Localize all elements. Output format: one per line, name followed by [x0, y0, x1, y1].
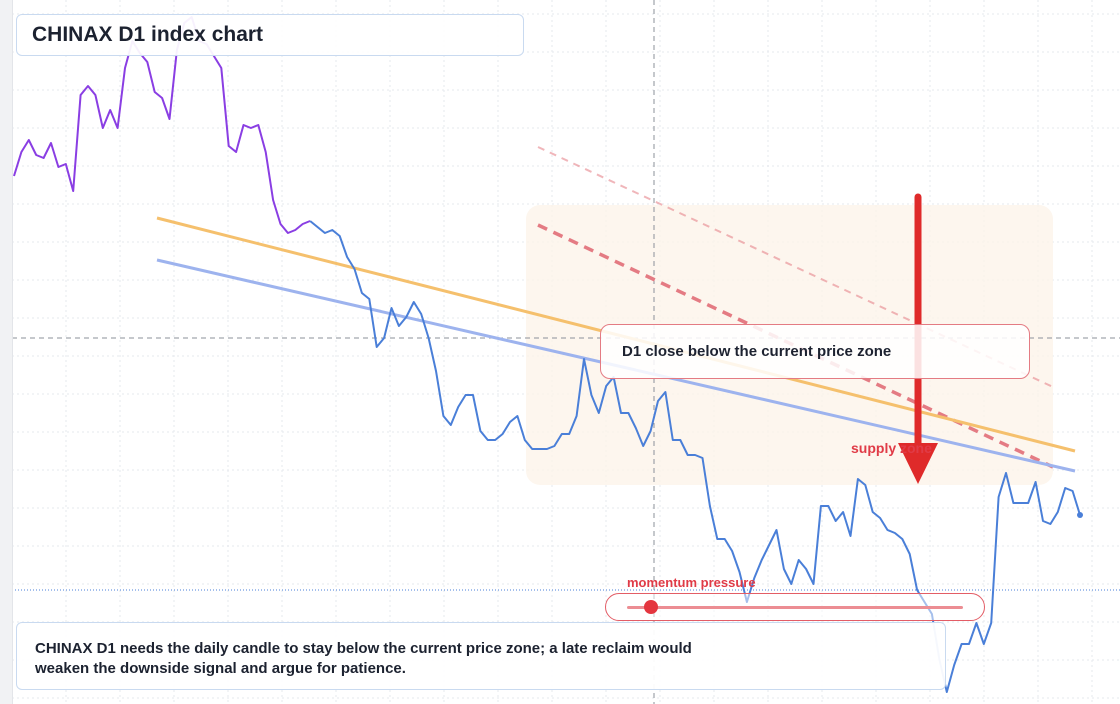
momentum-bar — [627, 606, 963, 609]
momentum-label: momentum pressure — [627, 575, 756, 590]
last-price-dot — [1077, 512, 1083, 518]
analysis-note-text: CHINAX D1 needs the daily candle to stay… — [35, 640, 692, 677]
signal-callout-text: D1 close below the current price zone — [622, 343, 892, 360]
supply-zone-label: supply zone — [851, 440, 932, 456]
left-price-scale-strip — [0, 0, 13, 704]
down-arrow-head — [898, 443, 938, 484]
momentum-gauge — [605, 593, 985, 621]
momentum-knob — [643, 600, 658, 614]
chart-title: CHINAX D1 index chart — [32, 23, 264, 46]
signal-callout: D1 close below the current price zone — [600, 324, 1030, 379]
analysis-note-panel: CHINAX D1 needs the daily candle to stay… — [16, 622, 946, 690]
price-line-blue — [309, 220, 1081, 693]
price-line-purple — [13, 16, 311, 234]
chart-title-panel: CHINAX D1 index chart — [16, 14, 524, 56]
resistance-dashed-lower — [537, 223, 1054, 469]
